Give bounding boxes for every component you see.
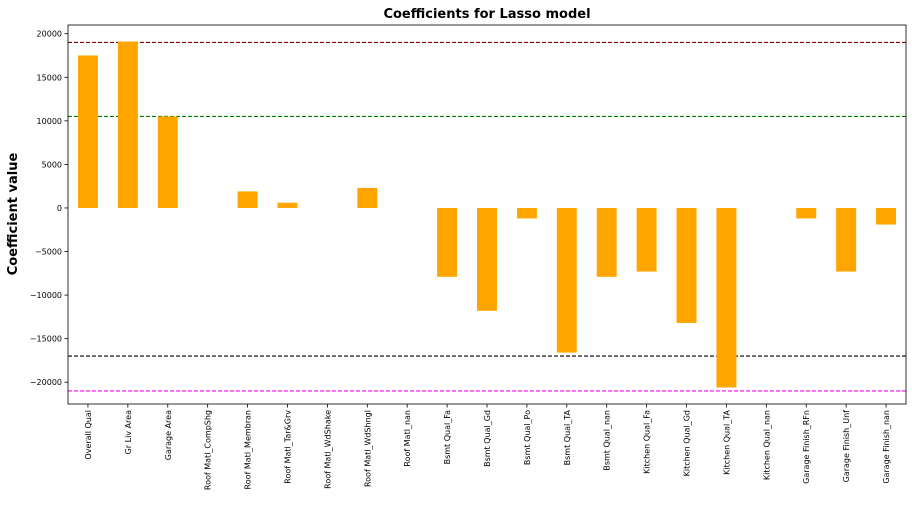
x-tick-label: Garage Finish_Unf [842,410,851,483]
x-tick-label: Garage Finish_RFn [802,410,811,484]
bar [277,202,298,208]
bar [117,41,138,208]
x-tick-label: Roof Matl_WdShngl [363,410,372,487]
bar [516,207,537,219]
bar [636,207,657,272]
bar [237,191,258,208]
x-tick-label: Bsmt Qual_Gd [483,410,492,467]
x-tick-label: Bsmt Qual_nan [603,410,612,471]
bar [836,207,857,272]
x-tick-label: Garage Finish_nan [882,410,891,484]
bar [876,207,897,225]
bar [796,207,817,219]
x-tick-label: Overall Qual [84,410,93,460]
x-tick-label: Roof Matl_WdShake [323,410,332,489]
y-axis-label: Coefficient value [6,153,21,276]
x-tick-label: Gr Liv Area [124,410,133,454]
bar [77,55,98,208]
bar [437,207,458,277]
x-tick-label: Kitchen Qual_Fa [643,410,652,474]
x-tick-label: Roof Matl_Tar&Grv [283,410,292,484]
y-tick-label: 15000 [37,73,62,82]
reference-lines [68,41,906,392]
y-tick-label: 20000 [37,30,62,39]
y-tick-label: −10000 [30,291,62,300]
bar [556,207,577,353]
y-tick-label: −5000 [35,248,62,257]
y-tick-label: 5000 [42,160,62,169]
y-tick-label: 10000 [37,117,62,126]
bar [357,187,378,208]
y-axis: 20000 15000 10000 5000 0 −5000 −10000 −15000 −20… [30,30,68,387]
x-axis: Overall Qual Gr Liv Area Garage Area Roof M… [84,404,891,490]
x-tick-label: Garage Area [164,410,173,460]
bar [716,207,737,388]
bar [676,207,697,323]
bars [77,41,897,388]
x-tick-label: Kitchen Qual_Gd [683,410,692,476]
x-tick-label: Bsmt Qual_TA [563,409,572,465]
x-tick-label: Roof Matl_nan [403,410,412,467]
x-tick-label: Roof Matl_Membran [244,410,253,489]
chart-title: Coefficients for Lasso model [383,7,590,22]
x-tick-label: Bsmt Qual_Po [523,410,532,465]
y-tick-label: −20000 [30,378,62,387]
bar [477,207,497,311]
bar [157,116,178,208]
bar [596,207,617,277]
x-tick-label: Kitchen Qual_TA [722,409,731,474]
x-tick-label: Bsmt Qual_Fa [443,410,452,464]
x-tick-label: Kitchen Qual_nan [762,410,771,480]
y-tick-label: −15000 [30,335,62,344]
y-tick-label: 0 [57,204,62,213]
x-tick-label: Roof Matl_CompShg [204,410,213,490]
